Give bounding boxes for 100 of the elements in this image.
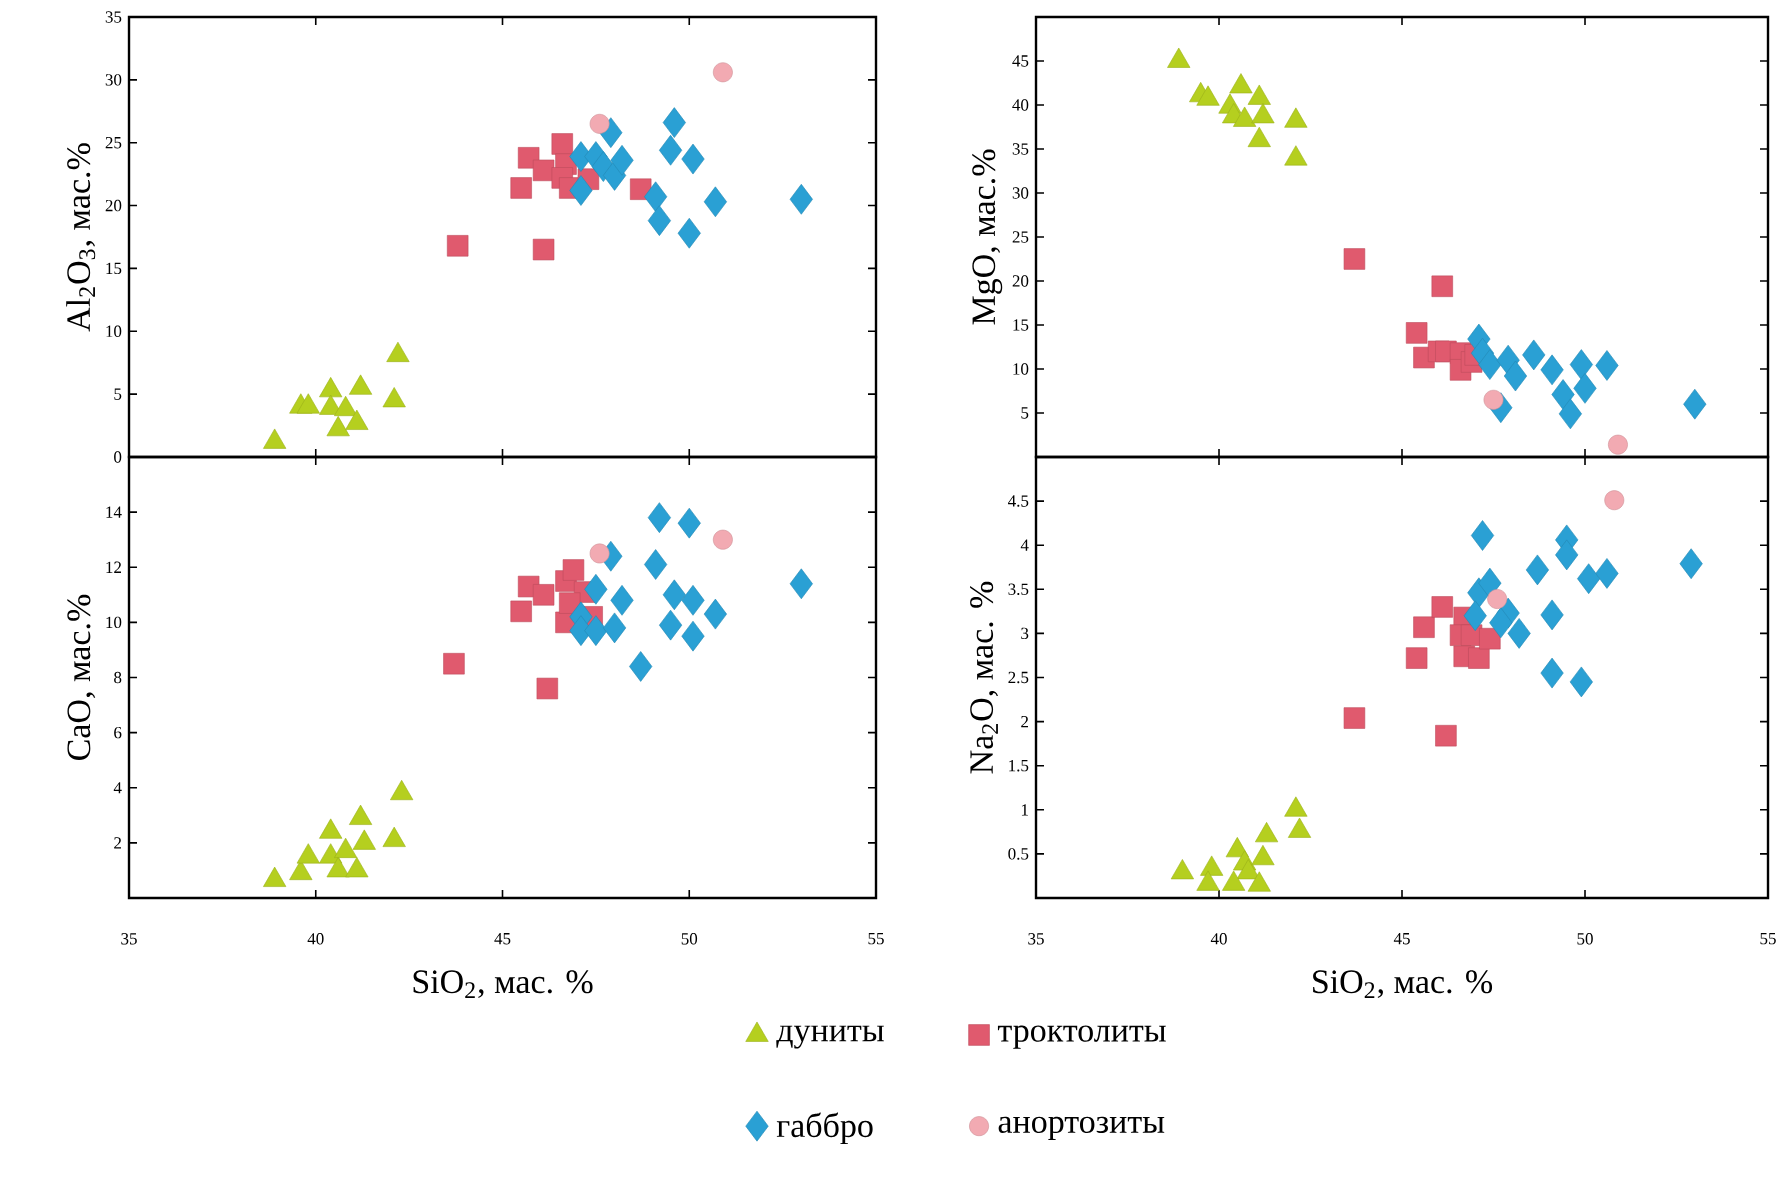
point [532,159,555,182]
y-tick-label: 0.5 [1008,848,1029,860]
y-tick-label: 25 [1012,231,1029,243]
point [677,507,701,539]
point [446,235,469,257]
point [1503,360,1528,392]
point [1507,618,1531,649]
point [584,574,608,605]
point [1343,248,1366,270]
point [681,585,705,616]
point [1489,607,1513,639]
y-tick-label: 15 [106,262,122,275]
point [1604,490,1625,511]
point [345,409,369,430]
point [1200,855,1224,876]
point [536,677,559,700]
point [1247,84,1271,105]
point [1247,871,1271,892]
point [532,238,555,261]
point [296,393,320,414]
point [1255,822,1279,843]
point [1577,563,1601,595]
point [584,615,608,646]
point [659,609,683,641]
point [1431,596,1453,618]
point [629,651,653,682]
point [1405,322,1428,344]
point [1405,647,1428,669]
point [390,779,414,801]
point [681,143,705,175]
y-tick-label: 25 [105,137,122,149]
point [659,134,683,166]
x-tick-label: 45 [494,933,511,945]
point [1478,567,1502,599]
point [334,395,358,417]
point [1595,558,1619,589]
y-tick-label: 2 [114,837,121,849]
point [1540,657,1564,689]
y-tick-label: 12 [106,561,121,573]
point [1196,870,1220,891]
point [1551,379,1575,410]
point [551,133,573,155]
point [1483,389,1504,410]
point [349,374,373,395]
y-tick-label: 1.5 [1009,759,1029,772]
point [1233,106,1257,127]
legend-label: дуниты [776,1025,884,1049]
point [1284,796,1308,817]
point [1569,349,1593,380]
point [1487,589,1508,609]
y-tick-label: 10 [106,325,122,338]
y-tick-label: 45 [1012,55,1029,67]
point [589,543,610,564]
x-tick-label: 50 [681,933,698,945]
point [532,584,555,606]
point [1284,145,1308,166]
point [712,529,733,550]
y-tick-label: 3 [1021,627,1029,640]
point [1435,725,1457,747]
point [386,341,410,362]
point [1540,599,1564,631]
point [1525,554,1549,586]
point [662,107,686,138]
y-tick-label: 4 [113,782,122,794]
point [510,177,532,199]
point [1468,647,1490,669]
point [562,559,585,581]
x-tick-label: 50 [1577,933,1593,945]
point [1522,339,1546,371]
point [1569,666,1593,698]
point [1463,600,1487,632]
y-axis-title: Na$_{2}$O, мас. % [970,581,998,774]
y-tick-label: 3.5 [1008,583,1029,596]
y-tick-label: 8 [114,671,122,684]
x-axis-title: SiO$_{2}$, мас. % [413,970,593,999]
point [603,612,627,644]
point [352,829,376,850]
point [1287,817,1312,838]
point [319,377,343,398]
point [647,502,671,533]
point [662,579,686,611]
x-tick-label: 40 [1210,933,1227,945]
y-tick-label: 2.5 [1008,671,1029,684]
point [1167,47,1191,68]
y-tick-label: 14 [106,506,122,518]
point [789,183,813,215]
point [296,843,320,864]
point [326,416,350,437]
point [1679,548,1703,580]
point [589,113,610,134]
y-tick-label: 35 [105,11,122,23]
x-tick-label: 55 [1760,933,1776,945]
point [1229,73,1253,94]
y-tick-label: 20 [1012,275,1029,287]
y-tick-label: 40 [1012,99,1029,111]
point [1236,859,1260,880]
y-tick-label: 30 [1012,187,1029,199]
x-tick-label: 40 [307,933,324,945]
point [1470,520,1495,551]
point [319,818,343,839]
